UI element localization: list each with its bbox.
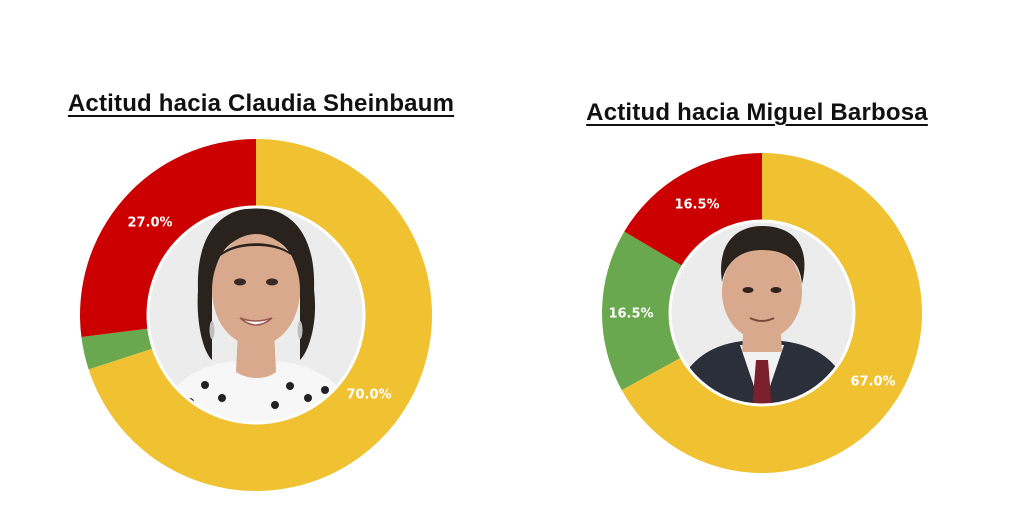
donut-slice xyxy=(602,231,683,391)
slice-label: 70.0% xyxy=(346,388,391,403)
face-shape xyxy=(212,234,300,346)
donut-chart-sheinbaum: 70.0% 27.0% xyxy=(79,139,433,491)
donut-slice xyxy=(79,139,256,338)
slice-label: 16.5% xyxy=(608,307,653,322)
donut-chart-barbosa: 67.0% 16.5% 16.5% xyxy=(602,153,923,473)
donut-slice xyxy=(88,139,433,491)
chart-title-left: Actitud hacia Claudia Sheinbaum xyxy=(67,90,455,117)
donut-slice xyxy=(624,153,762,267)
hair-fringe xyxy=(212,243,300,265)
donut-slice xyxy=(81,328,154,370)
hair-shape xyxy=(721,226,805,284)
slice-label: 16.5% xyxy=(674,198,719,213)
slice-label: 27.0% xyxy=(127,216,172,231)
donut-slice xyxy=(621,153,923,473)
face-shape xyxy=(722,244,802,340)
hair-shape xyxy=(197,208,316,360)
slice-label: 67.0% xyxy=(850,375,895,390)
tie-shape xyxy=(752,360,772,405)
chart-title-right: Actitud hacia Miguel Barbosa xyxy=(586,99,928,126)
